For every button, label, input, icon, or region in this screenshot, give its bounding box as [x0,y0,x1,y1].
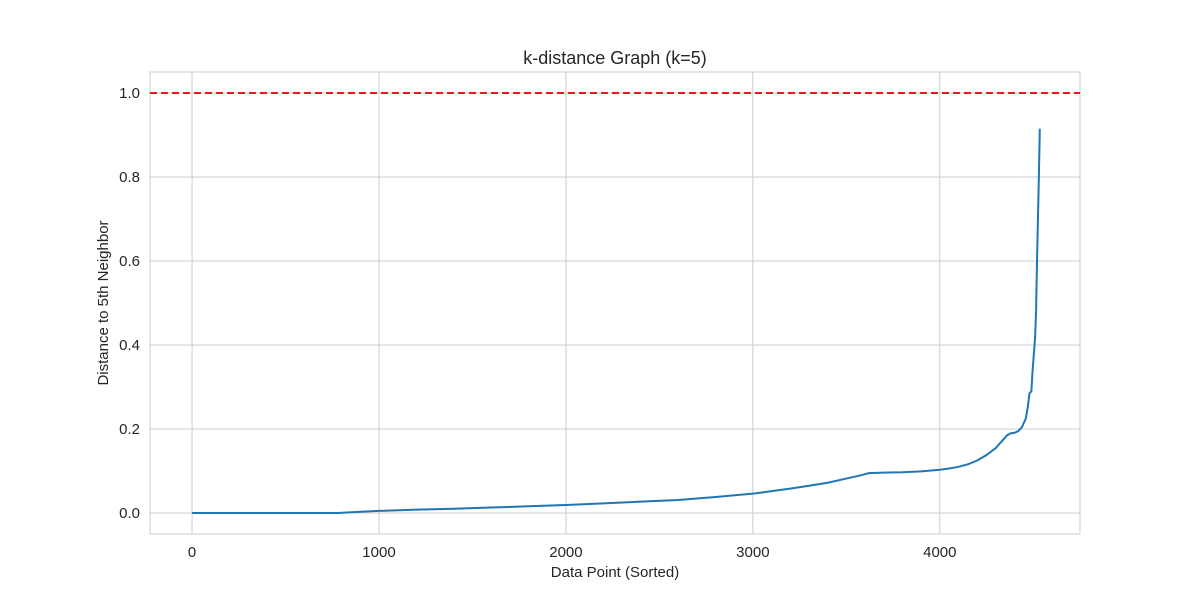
k-distance-series-line [192,128,1041,514]
y-tick-label: 0.8 [119,169,140,186]
grid-lines [150,72,1080,534]
x-tick-label: 3000 [736,544,769,561]
x-tick-label: 4000 [923,544,956,561]
x-tick-label: 2000 [549,544,582,561]
series-layer [192,128,1041,514]
x-tick-label: 1000 [362,544,395,561]
plot-area-frame [149,71,1081,535]
y-tick-label: 0.4 [119,337,140,354]
y-tick-labels: 0.0 0.2 0.4 0.6 0.8 1.0 [119,85,140,522]
x-axis-label: Data Point (Sorted) [551,564,679,581]
x-tick-label: 0 [188,544,196,561]
y-axis-label: Distance to 5th Neighbor [95,220,112,385]
x-tick-labels: 0 1000 2000 3000 4000 [188,544,957,561]
y-tick-label: 1.0 [119,85,140,102]
y-tick-label: 0.0 [119,505,140,522]
y-tick-label: 0.6 [119,253,140,270]
y-tick-label: 0.2 [119,421,140,438]
chart-title: k-distance Graph (k=5) [523,48,707,68]
